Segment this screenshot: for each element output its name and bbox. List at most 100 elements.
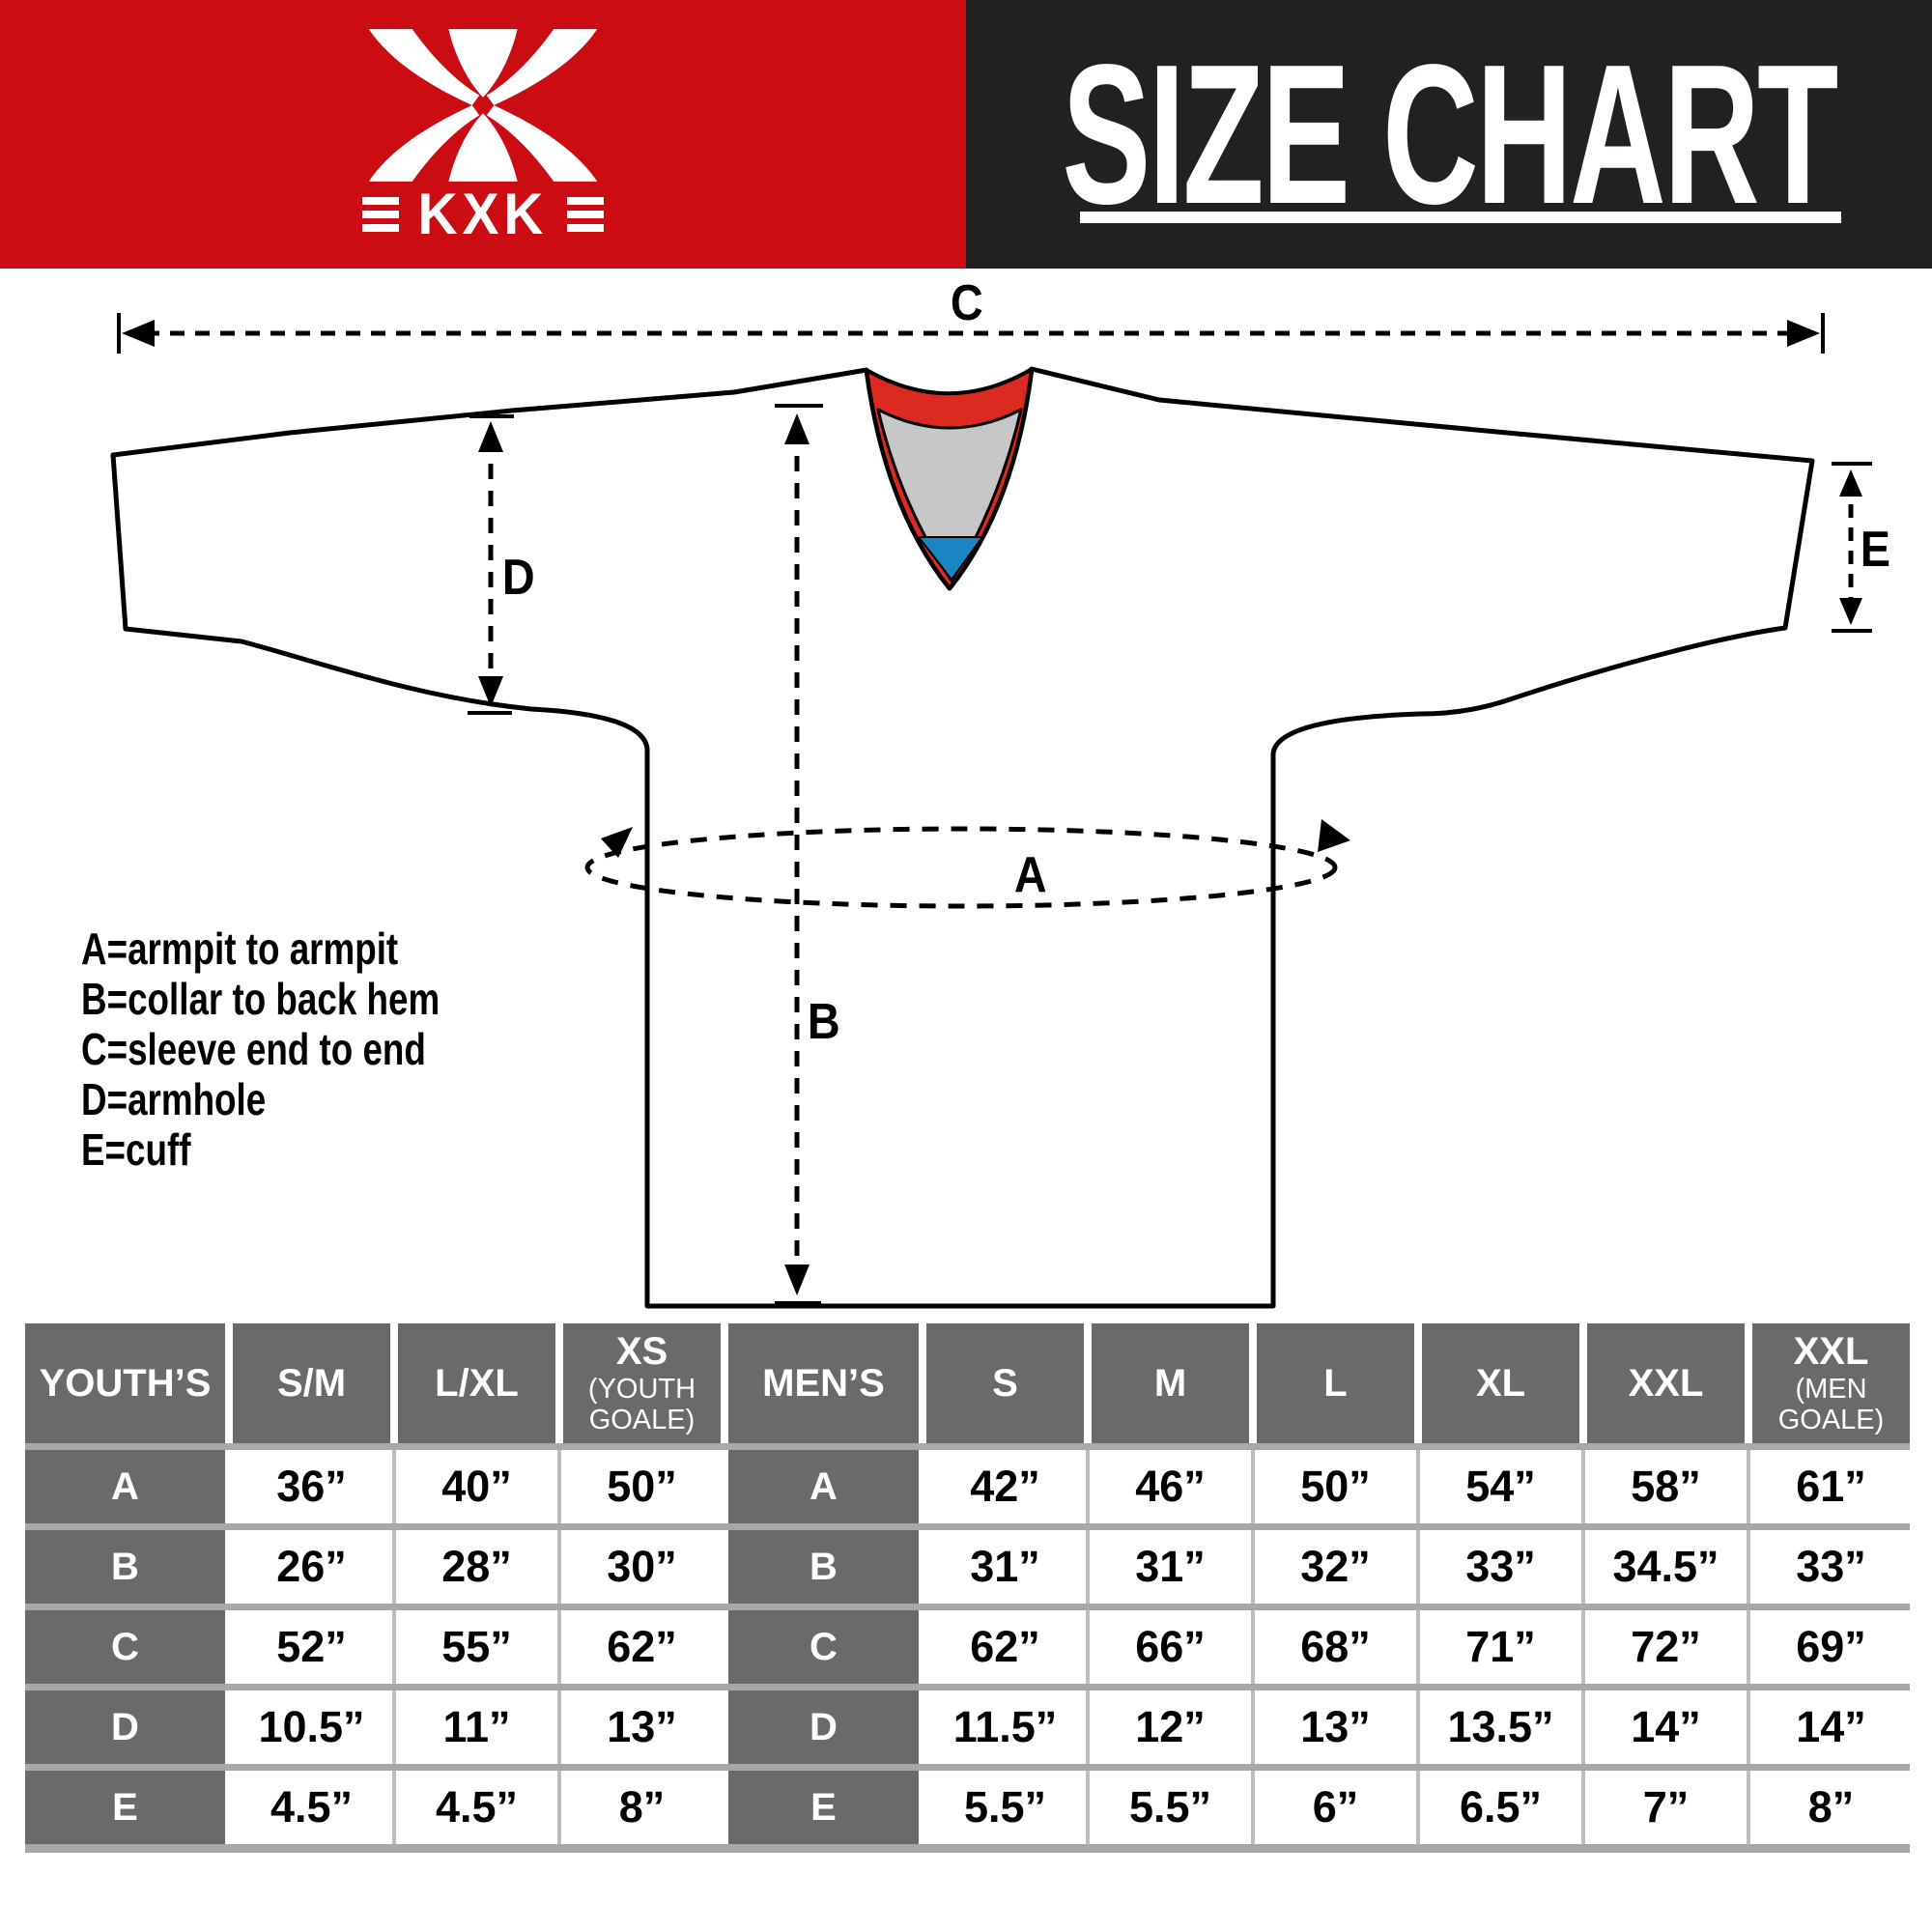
size-value: 4.5” — [233, 1771, 390, 1844]
brand-header-red: KXK — [0, 0, 966, 269]
label-e: E — [1860, 522, 1890, 578]
row-separator — [25, 1764, 1910, 1771]
legend-item-a: A=armpit to armpit — [81, 923, 399, 974]
collar-blue-tip — [916, 536, 984, 582]
size-value: 5.5” — [926, 1771, 1084, 1844]
size-value: 13” — [557, 1690, 721, 1764]
row-label: B — [728, 1530, 919, 1604]
size-value: 68” — [1251, 1610, 1414, 1684]
size-value: 8” — [1747, 1771, 1910, 1844]
row-label: C — [728, 1610, 919, 1684]
size-value: 40” — [392, 1450, 555, 1523]
column-header: S — [926, 1323, 1084, 1443]
size-value: 50” — [1251, 1450, 1414, 1523]
size-value: 4.5” — [392, 1771, 555, 1844]
size-value: 62” — [926, 1610, 1084, 1684]
title-header-dark — [966, 0, 1932, 269]
column-header: MEN’S — [728, 1323, 919, 1443]
column-header: XXL — [1587, 1323, 1745, 1443]
title-block: SIZE CHART — [966, 0, 1932, 269]
size-value: 7” — [1581, 1771, 1745, 1844]
legend-item-b: B=collar to back hem — [81, 974, 440, 1024]
brand-wordmark: KXK — [0, 182, 966, 246]
size-value: 36” — [233, 1450, 390, 1523]
arrow-a — [584, 819, 1350, 909]
arrow-d — [468, 414, 514, 715]
size-value: 72” — [1581, 1610, 1745, 1684]
column-header: M — [1092, 1323, 1249, 1443]
arrow-c — [117, 313, 1825, 354]
size-value: 14” — [1747, 1690, 1910, 1764]
size-value: 42” — [926, 1450, 1084, 1523]
size-value: 11.5” — [926, 1690, 1084, 1764]
size-value: 66” — [1086, 1610, 1249, 1684]
size-value: 10.5” — [233, 1690, 390, 1764]
legend-item-d: D=armhole — [81, 1074, 267, 1124]
size-value: 71” — [1416, 1610, 1579, 1684]
arrow-e — [1832, 462, 1872, 633]
row-separator — [25, 1443, 1910, 1450]
size-value: 28” — [392, 1530, 555, 1604]
size-value: 13” — [1251, 1690, 1414, 1764]
size-value: 14” — [1581, 1690, 1745, 1764]
size-table: YOUTH’S S/M L/XL XS (YOUTH GOALE) MEN’S S M L XL X… — [25, 1323, 1910, 1853]
size-value: 5.5” — [1086, 1771, 1249, 1844]
row-label: C — [25, 1610, 225, 1684]
size-value: 26” — [233, 1530, 390, 1604]
size-value: 46” — [1086, 1450, 1249, 1523]
column-header: L — [1257, 1323, 1414, 1443]
row-label: D — [728, 1690, 919, 1764]
row-label: E — [25, 1771, 225, 1844]
label-a: A — [1013, 847, 1047, 903]
row-separator — [25, 1604, 1910, 1610]
bars-right-icon — [566, 197, 604, 232]
label-d: D — [501, 550, 535, 606]
column-header: YOUTH’S — [25, 1323, 225, 1443]
size-value: 62” — [557, 1610, 721, 1684]
title-underline — [1080, 212, 1841, 223]
row-label: E — [728, 1771, 919, 1844]
size-value: 13.5” — [1416, 1690, 1579, 1764]
measurement-legend: A=armpit to armpit B=collar to back hem … — [81, 923, 529, 1175]
size-value: 31” — [926, 1530, 1084, 1604]
size-value: 54” — [1416, 1450, 1579, 1523]
row-separator — [25, 1523, 1910, 1530]
size-value: 11” — [392, 1690, 555, 1764]
column-header: L/XL — [398, 1323, 555, 1443]
column-header: XS (YOUTH GOALE) — [563, 1323, 721, 1443]
size-value: 50” — [557, 1450, 721, 1523]
row-label: A — [728, 1450, 919, 1523]
column-header: S/M — [233, 1323, 390, 1443]
brand-name: KXK — [417, 182, 549, 246]
legend-item-e: E=cuff — [81, 1124, 191, 1175]
kxk-logo-icon — [368, 29, 598, 182]
size-value: 30” — [557, 1530, 721, 1604]
column-header: XXL (MEN GOALE) — [1752, 1323, 1910, 1443]
row-label: B — [25, 1530, 225, 1604]
collar-inner — [876, 408, 1023, 582]
bars-left-icon — [362, 197, 400, 232]
label-c: C — [950, 275, 983, 331]
legend-item-c: C=sleeve end to end — [81, 1024, 426, 1074]
arrow-b — [775, 404, 823, 1305]
size-value: 55” — [392, 1610, 555, 1684]
label-b: B — [807, 994, 840, 1050]
row-separator — [25, 1684, 1910, 1690]
size-value: 61” — [1747, 1450, 1910, 1523]
size-value: 32” — [1251, 1530, 1414, 1604]
size-value: 52” — [233, 1610, 390, 1684]
size-value: 33” — [1416, 1530, 1579, 1604]
size-value: 33” — [1747, 1530, 1910, 1604]
page-title: SIZE CHART — [1062, 23, 1838, 245]
column-header: XL — [1422, 1323, 1579, 1443]
size-value: 31” — [1086, 1530, 1249, 1604]
size-value: 34.5” — [1581, 1530, 1745, 1604]
size-value: 69” — [1747, 1610, 1910, 1684]
row-separator — [25, 1844, 1910, 1853]
row-label: A — [25, 1450, 225, 1523]
size-value: 6.5” — [1416, 1771, 1579, 1844]
row-label: D — [25, 1690, 225, 1764]
size-value: 6” — [1251, 1771, 1414, 1844]
size-value: 8” — [557, 1771, 721, 1844]
